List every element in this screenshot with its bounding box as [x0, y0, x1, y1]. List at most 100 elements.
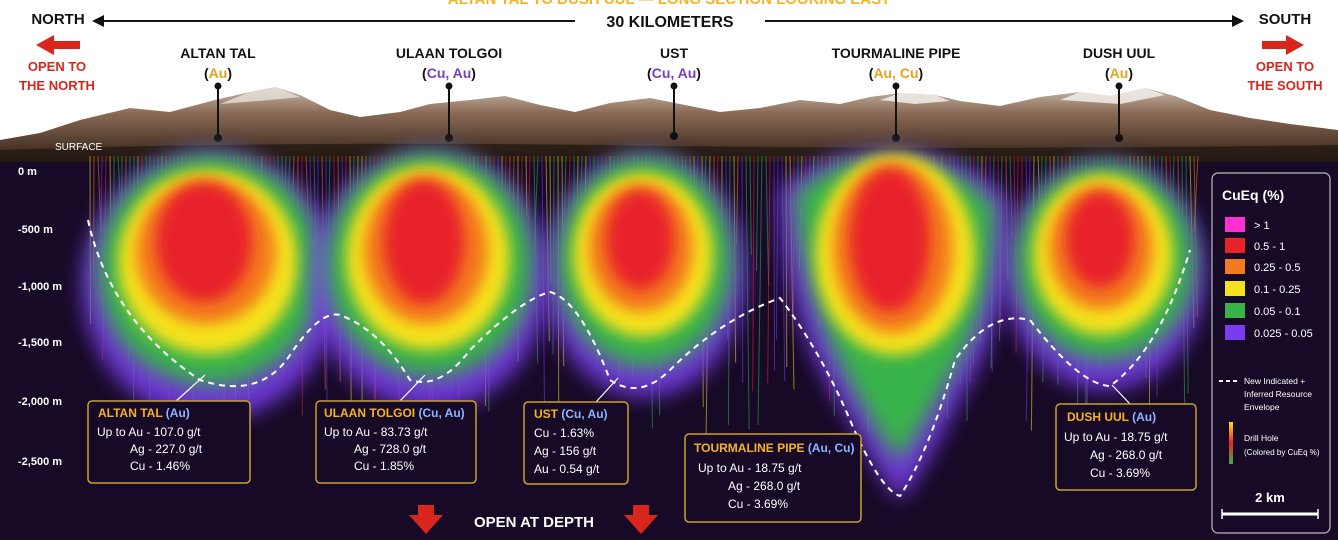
- svg-text:ULAAN TOLGOI (Cu, Au): ULAAN TOLGOI (Cu, Au): [324, 406, 465, 420]
- pin-altan-tal: [214, 82, 222, 90]
- pin-dush-uul: [1115, 82, 1123, 90]
- depth-tick-2000: -2,000 m: [18, 396, 62, 408]
- svg-text:0.25 - 0.5: 0.25 - 0.5: [1254, 262, 1300, 274]
- legend-swatch-0.25-0.5: [1225, 259, 1245, 274]
- depth-tick-1500: -1,500 m: [18, 337, 62, 349]
- open-south-line2: THE SOUTH: [1247, 78, 1322, 93]
- legend-swatch-0.025-0.05: [1225, 325, 1245, 340]
- svg-text:Ag - 268.0 g/t: Ag - 268.0 g/t: [728, 479, 801, 493]
- drill-hole: [749, 155, 752, 255]
- south-label: SOUTH: [1259, 11, 1312, 28]
- svg-text:(Colored by CuEq %): (Colored by CuEq %): [1244, 448, 1320, 457]
- depth-tick-1000: -1,000 m: [18, 281, 62, 293]
- drill-hole: [745, 155, 750, 429]
- deposit-label-ulaan-tolgoi: ULAAN TOLGOI: [396, 45, 502, 61]
- svg-text:> 1: > 1: [1254, 220, 1270, 232]
- open-depth-arrow-right-icon: [624, 505, 658, 534]
- orebody-tourmaline-pipe: [780, 150, 1012, 500]
- svg-text:Cu - 1.46%: Cu - 1.46%: [130, 459, 190, 473]
- legend-swatch-gt1: [1225, 217, 1245, 232]
- open-depth-arrow-left-icon: [409, 505, 443, 534]
- depth-tick-500: -500 m: [18, 224, 53, 236]
- svg-text:Ag - 728.0 g/t: Ag - 728.0 g/t: [354, 442, 427, 456]
- svg-text:New Indicated +: New Indicated +: [1244, 376, 1305, 386]
- svg-text:Ag - 268.0 g/t: Ag - 268.0 g/t: [1090, 448, 1163, 462]
- resource-envelope-line: [87, 219, 1191, 498]
- pin-ust: [670, 82, 678, 90]
- deposit-label-dush-uul: DUSH UUL: [1083, 45, 1156, 61]
- assay-box-tourmaline-pipe: TOURMALINE PIPE (Au, Cu) Up to Au - 18.7…: [684, 433, 862, 523]
- svg-text:ALTAN TAL (Au): ALTAN TAL (Au): [98, 406, 190, 420]
- svg-text:Up to Au - 107.0 g/t: Up to Au - 107.0 g/t: [97, 425, 201, 439]
- orebody-ust: [545, 153, 745, 397]
- pin-dush-uul-surface: [1115, 134, 1123, 142]
- assay-box-altan-tal: ALTAN TAL (Au) Up to Au - 107.0 g/t Ag -…: [87, 374, 251, 484]
- drill-hole: [767, 155, 771, 384]
- svg-text:TOURMALINE PIPE (Au, Cu): TOURMALINE PIPE (Au, Cu): [694, 441, 854, 455]
- drill-hole: [775, 155, 779, 340]
- drill-hole: [1009, 155, 1013, 238]
- svg-text:Envelope: Envelope: [1244, 402, 1280, 412]
- svg-text:DUSH UUL (Au): DUSH UUL (Au): [1067, 410, 1156, 424]
- legend-swatch-0.05-0.1: [1225, 303, 1245, 318]
- orebody-altan-tal: [82, 150, 338, 420]
- svg-text:0.025 - 0.05: 0.025 - 0.05: [1254, 328, 1313, 340]
- svg-text:Drill Hole: Drill Hole: [1244, 433, 1279, 443]
- section-title: ALTAN TAL TO DUSH UUL — LONG SECTION LOO…: [448, 0, 891, 8]
- deposit-metals-altan-tal: (Au): [204, 65, 232, 81]
- pin-altan-tal-surface: [214, 134, 222, 142]
- deposit-metals-dush-uul: (Au): [1105, 65, 1133, 81]
- assay-box-ulaan-tolgoi: ULAAN TOLGOI (Cu, Au) Up to Au - 83.73 g…: [315, 374, 477, 484]
- assay-box-ust: UST (Cu, Au) Cu - 1.63% Ag - 156 g/t Au …: [523, 377, 629, 485]
- drill-hole: [752, 155, 755, 392]
- svg-text:Ag - 156 g/t: Ag - 156 g/t: [534, 444, 597, 458]
- open-north-line1: OPEN TO: [28, 59, 86, 74]
- svg-text:0.5 - 1: 0.5 - 1: [1254, 241, 1285, 253]
- drill-hole: [757, 155, 763, 426]
- legend-swatch-0.5-1: [1225, 238, 1245, 253]
- assay-box-dush-uul: DUSH UUL (Au) Up to Au - 18.75 g/t Ag - …: [1055, 384, 1197, 491]
- pin-tourmaline-pipe: [892, 82, 900, 90]
- svg-text:Up to Au - 83.73 g/t: Up to Au - 83.73 g/t: [324, 425, 428, 439]
- svg-text:Up to Au - 18.75 g/t: Up to Au - 18.75 g/t: [1064, 430, 1168, 444]
- orebody-dush-uul: [1005, 160, 1205, 390]
- distance-label: 30 KILOMETERS: [606, 14, 733, 31]
- distance-arrow: [92, 15, 1244, 27]
- pin-ulaan-tolgoi: [445, 82, 453, 90]
- north-arrow-icon: [36, 35, 80, 55]
- deposit-label-altan-tal: ALTAN TAL: [180, 45, 256, 61]
- ore-bodies: [82, 150, 1205, 500]
- scale-label: 2 km: [1255, 490, 1285, 505]
- svg-text:Ag - 227.0 g/t: Ag - 227.0 g/t: [130, 442, 203, 456]
- deposit-metals-ust: (Cu, Au): [647, 65, 701, 81]
- legend: CuEq (%) > 1 0.5 - 1 0.25 - 0.5 0.1 - 0.…: [1211, 172, 1331, 534]
- svg-text:0.05 - 0.1: 0.05 - 0.1: [1254, 306, 1300, 318]
- depth-tick-2500: -2,500 m: [18, 456, 62, 468]
- legend-drill-hole-icon: [1229, 422, 1233, 464]
- open-at-depth-label: OPEN AT DEPTH: [474, 514, 594, 531]
- surface-label: SURFACE: [55, 142, 103, 153]
- deposit-pins: [217, 88, 1120, 138]
- deposit-metals-tourmaline-pipe: (Au, Cu): [869, 65, 923, 81]
- open-north-line2: THE NORTH: [19, 78, 95, 93]
- svg-text:Inferred Resource: Inferred Resource: [1244, 389, 1312, 399]
- drill-hole: [765, 155, 770, 286]
- svg-text:Cu - 3.69%: Cu - 3.69%: [1090, 466, 1150, 480]
- legend-swatch-0.1-0.25: [1225, 281, 1245, 296]
- legend-title: CuEq (%): [1222, 187, 1284, 203]
- deposit-label-ust: UST: [660, 45, 688, 61]
- deposit-metals-ulaan-tolgoi: (Cu, Au): [422, 65, 476, 81]
- pin-ulaan-tolgoi-surface: [445, 134, 453, 142]
- depth-axis: 0 m -500 m -1,000 m -1,500 m -2,000 m -2…: [18, 166, 62, 468]
- depth-tick-0: 0 m: [18, 166, 37, 178]
- svg-text:Cu - 1.85%: Cu - 1.85%: [354, 459, 414, 473]
- south-arrow-icon: [1262, 35, 1304, 55]
- svg-text:Up to Au - 18.75 g/t: Up to Au - 18.75 g/t: [698, 461, 802, 475]
- drill-hole: [755, 155, 759, 271]
- svg-text:0.1 - 0.25: 0.1 - 0.25: [1254, 284, 1300, 296]
- deposit-label-tourmaline-pipe: TOURMALINE PIPE: [832, 45, 961, 61]
- north-label: NORTH: [31, 11, 84, 28]
- pin-ust-surface: [670, 132, 678, 140]
- open-south-line1: OPEN TO: [1256, 59, 1314, 74]
